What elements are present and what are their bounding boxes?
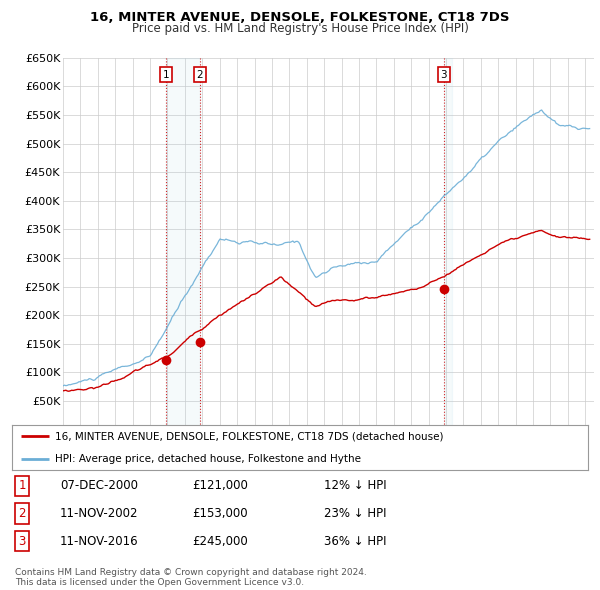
Text: Contains HM Land Registry data © Crown copyright and database right 2024.: Contains HM Land Registry data © Crown c… — [15, 568, 367, 576]
Text: Price paid vs. HM Land Registry's House Price Index (HPI): Price paid vs. HM Land Registry's House … — [131, 22, 469, 35]
Text: 1: 1 — [19, 479, 26, 492]
Text: £153,000: £153,000 — [192, 507, 248, 520]
Text: 23% ↓ HPI: 23% ↓ HPI — [324, 507, 386, 520]
Text: £121,000: £121,000 — [192, 479, 248, 492]
Text: £245,000: £245,000 — [192, 535, 248, 548]
Text: 16, MINTER AVENUE, DENSOLE, FOLKESTONE, CT18 7DS (detached house): 16, MINTER AVENUE, DENSOLE, FOLKESTONE, … — [55, 431, 444, 441]
Text: 12% ↓ HPI: 12% ↓ HPI — [324, 479, 386, 492]
Text: 11-NOV-2016: 11-NOV-2016 — [60, 535, 139, 548]
Bar — [444, 58, 452, 430]
Text: 3: 3 — [440, 70, 447, 80]
Text: 11-NOV-2002: 11-NOV-2002 — [60, 507, 139, 520]
Text: 1: 1 — [163, 70, 170, 80]
Bar — [166, 58, 200, 430]
Text: 2: 2 — [197, 70, 203, 80]
Text: 07-DEC-2000: 07-DEC-2000 — [60, 479, 138, 492]
Text: HPI: Average price, detached house, Folkestone and Hythe: HPI: Average price, detached house, Folk… — [55, 454, 361, 464]
Text: 16, MINTER AVENUE, DENSOLE, FOLKESTONE, CT18 7DS: 16, MINTER AVENUE, DENSOLE, FOLKESTONE, … — [90, 11, 510, 24]
Text: This data is licensed under the Open Government Licence v3.0.: This data is licensed under the Open Gov… — [15, 578, 304, 587]
Text: 36% ↓ HPI: 36% ↓ HPI — [324, 535, 386, 548]
Text: 2: 2 — [19, 507, 26, 520]
Text: 3: 3 — [19, 535, 26, 548]
